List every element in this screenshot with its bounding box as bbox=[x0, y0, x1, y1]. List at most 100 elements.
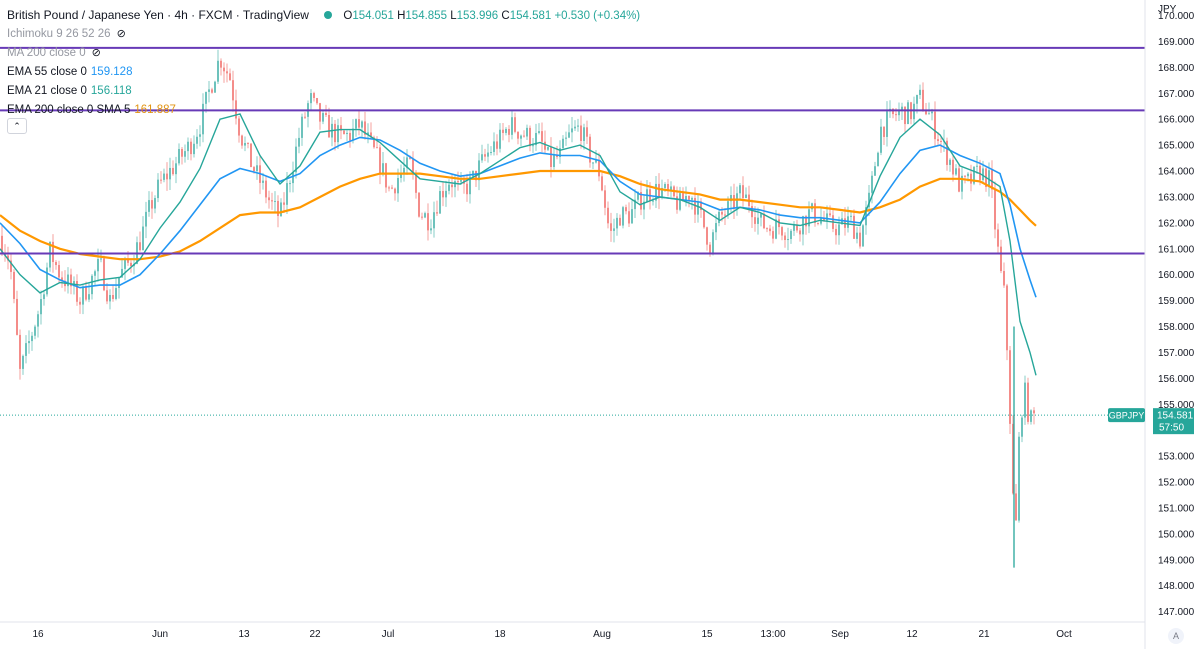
candle-body bbox=[481, 154, 483, 161]
market-status-dot-icon[interactable] bbox=[324, 11, 333, 19]
candle-body bbox=[232, 80, 234, 101]
candle-body bbox=[409, 157, 411, 159]
candle-body bbox=[565, 137, 567, 139]
candle-body bbox=[166, 173, 168, 180]
candle-body bbox=[778, 219, 780, 228]
candle-body bbox=[46, 267, 48, 295]
candle-body bbox=[274, 200, 276, 202]
candle-body bbox=[115, 288, 117, 299]
candle-body bbox=[547, 147, 549, 150]
candle-body bbox=[970, 173, 972, 184]
candle-body bbox=[796, 224, 798, 231]
price-axis[interactable]: 170.000 169.000 168.000 167.000 166.000 165.0… bbox=[1144, 0, 1194, 649]
y-tick-label: 170.000 bbox=[1158, 11, 1194, 22]
candle-body bbox=[376, 147, 378, 149]
candle-body bbox=[793, 224, 795, 231]
candle-body bbox=[1018, 436, 1020, 521]
ema200-value: 161.887 bbox=[134, 104, 176, 116]
candle-body bbox=[19, 334, 21, 369]
auto-scale-button[interactable]: A bbox=[1168, 628, 1184, 644]
y-tick-label: 161.000 bbox=[1158, 244, 1194, 255]
candle-body bbox=[598, 159, 600, 177]
y-tick-label: 149.000 bbox=[1158, 555, 1194, 566]
candle-body bbox=[736, 193, 738, 209]
y-tick-label: 160.000 bbox=[1158, 270, 1194, 281]
candle-body bbox=[361, 121, 363, 128]
candle-body bbox=[334, 123, 336, 143]
candle-body bbox=[625, 207, 627, 212]
candle-body bbox=[622, 207, 624, 226]
candle-body bbox=[130, 262, 132, 267]
x-tick-label: 15 bbox=[701, 629, 713, 640]
candle-body bbox=[382, 163, 384, 174]
currency-label[interactable]: JPY bbox=[1158, 4, 1177, 15]
candle-body bbox=[448, 184, 450, 191]
ema-lines bbox=[0, 113, 1037, 376]
candle-body bbox=[220, 60, 222, 68]
candle-body bbox=[577, 125, 579, 127]
candle-body bbox=[106, 290, 108, 302]
candle-body bbox=[145, 211, 147, 227]
time-axis[interactable]: 16 Jun 13 22 Jul 18 Aug 15 13:00 Sep 12 21 Oct bbox=[0, 621, 1145, 640]
y-tick-label: 158.000 bbox=[1158, 322, 1194, 333]
candle-body bbox=[1012, 423, 1014, 494]
candle-body bbox=[607, 207, 609, 224]
eye-hidden-icon[interactable]: ⊘ bbox=[91, 47, 101, 59]
candle-body bbox=[403, 167, 405, 173]
candle-body bbox=[373, 137, 375, 148]
candle-body bbox=[961, 175, 963, 192]
symbol-row[interactable]: British Pound / Japanese Yen · 4h · FXCM… bbox=[7, 6, 640, 25]
candle-body bbox=[358, 119, 360, 128]
candle-body bbox=[715, 223, 717, 233]
candle-body bbox=[895, 114, 897, 116]
candle-body bbox=[193, 143, 195, 155]
candle-body bbox=[121, 268, 123, 278]
candle-body bbox=[586, 127, 588, 137]
candle-body bbox=[772, 231, 774, 239]
candle-body bbox=[835, 228, 837, 236]
x-tick-label: 13:00 bbox=[760, 629, 785, 640]
ema200-line bbox=[0, 169, 1037, 261]
candle-body bbox=[88, 294, 90, 300]
ohlc-values: O154.051 H154.855 L153.996 C154.581 +0.5… bbox=[343, 10, 641, 22]
candle-body bbox=[502, 129, 504, 133]
candle-body bbox=[652, 200, 654, 202]
indicator-ema200[interactable]: EMA 200 close 0 SMA 5 161.887 bbox=[7, 104, 176, 116]
indicator-ichimoku[interactable]: Ichimoku 9 26 52 26 ⊘ bbox=[7, 25, 640, 44]
collapse-legend-button[interactable]: ⌃ bbox=[7, 118, 27, 134]
indicator-ema21[interactable]: EMA 21 close 0 156.118 bbox=[7, 85, 132, 97]
y-tick-label: 155.000 bbox=[1158, 400, 1194, 411]
candle-body bbox=[532, 145, 534, 147]
candle-body bbox=[268, 197, 270, 201]
last-price-label: 154.581 bbox=[1157, 411, 1194, 422]
price-axis-bg bbox=[1145, 0, 1194, 649]
candle-body bbox=[955, 168, 957, 175]
indicator-ma200[interactable]: MA 200 close 0 ⊘ bbox=[7, 44, 640, 63]
x-tick-label: 13 bbox=[238, 629, 250, 640]
candle-body bbox=[301, 116, 303, 138]
candle-body bbox=[211, 89, 213, 93]
candle-body bbox=[799, 230, 801, 235]
candle-body bbox=[70, 274, 72, 287]
candle-body bbox=[664, 184, 666, 188]
candle-body bbox=[340, 125, 342, 131]
candle-body bbox=[43, 294, 45, 300]
indicator-ema55[interactable]: EMA 55 close 0 159.128 bbox=[7, 66, 133, 78]
candle-body bbox=[964, 175, 966, 177]
low-value: 153.996 bbox=[456, 10, 499, 22]
candle-body bbox=[991, 170, 993, 190]
candle-body bbox=[298, 137, 300, 147]
candle-body bbox=[427, 213, 429, 231]
candle-body bbox=[184, 151, 186, 157]
candle-body bbox=[817, 222, 819, 224]
candle-body bbox=[745, 194, 747, 199]
symbol-title[interactable]: British Pound / Japanese Yen · 4h · FXCM… bbox=[7, 8, 309, 22]
candle-body bbox=[31, 335, 33, 342]
candle-body bbox=[517, 131, 519, 139]
eye-hidden-icon[interactable]: ⊘ bbox=[116, 28, 126, 40]
candle-body bbox=[379, 147, 381, 174]
candle-body bbox=[1024, 382, 1026, 418]
candle-body bbox=[700, 201, 702, 211]
candle-body bbox=[148, 200, 150, 212]
